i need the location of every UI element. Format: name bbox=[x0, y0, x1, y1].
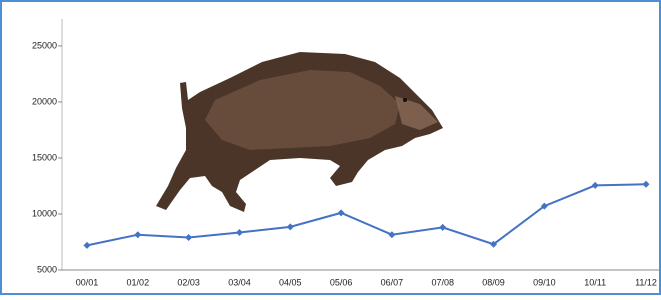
page: 5000 10000 15000 20000 25000 00/01 01/02 02/03 0… bbox=[0, 0, 661, 295]
x-tick-label: 02/03 bbox=[177, 277, 200, 287]
y-tick-label: 10000 bbox=[32, 208, 57, 218]
x-tick-label: 03/04 bbox=[228, 277, 251, 287]
y-tick-label: 20000 bbox=[32, 96, 57, 106]
y-tick-label: 5000 bbox=[37, 264, 57, 274]
x-tick-label: 00/01 bbox=[76, 277, 99, 287]
x-tick-label: 08/09 bbox=[482, 277, 505, 287]
x-tick-label: 09/10 bbox=[533, 277, 556, 287]
y-tick-label: 25000 bbox=[32, 40, 57, 50]
x-tick-label: 05/06 bbox=[330, 277, 353, 287]
x-tick-label: 01/02 bbox=[127, 277, 150, 287]
x-tick-label: 04/05 bbox=[279, 277, 302, 287]
x-tick-label: 06/07 bbox=[381, 277, 404, 287]
chart: 5000 10000 15000 20000 25000 00/01 01/02 02/03 0… bbox=[0, 0, 661, 295]
x-tick-label: 10/11 bbox=[584, 277, 606, 287]
x-tick-label: 11/12 bbox=[635, 277, 657, 287]
x-tick-label: 07/08 bbox=[431, 277, 454, 287]
y-tick-label: 15000 bbox=[32, 152, 57, 162]
